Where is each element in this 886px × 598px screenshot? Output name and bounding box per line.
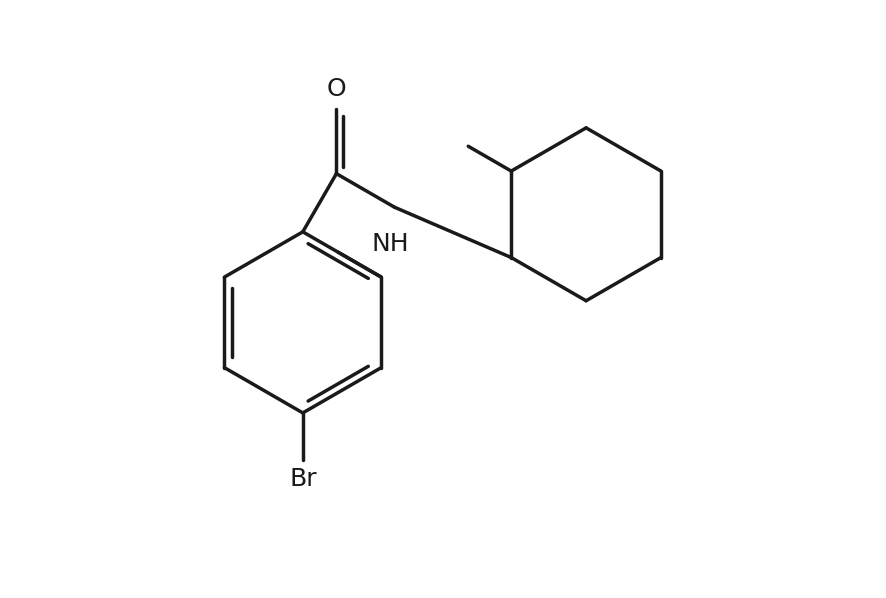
Text: Br: Br bbox=[289, 466, 316, 490]
Text: NH: NH bbox=[371, 232, 408, 256]
Text: O: O bbox=[327, 77, 346, 100]
